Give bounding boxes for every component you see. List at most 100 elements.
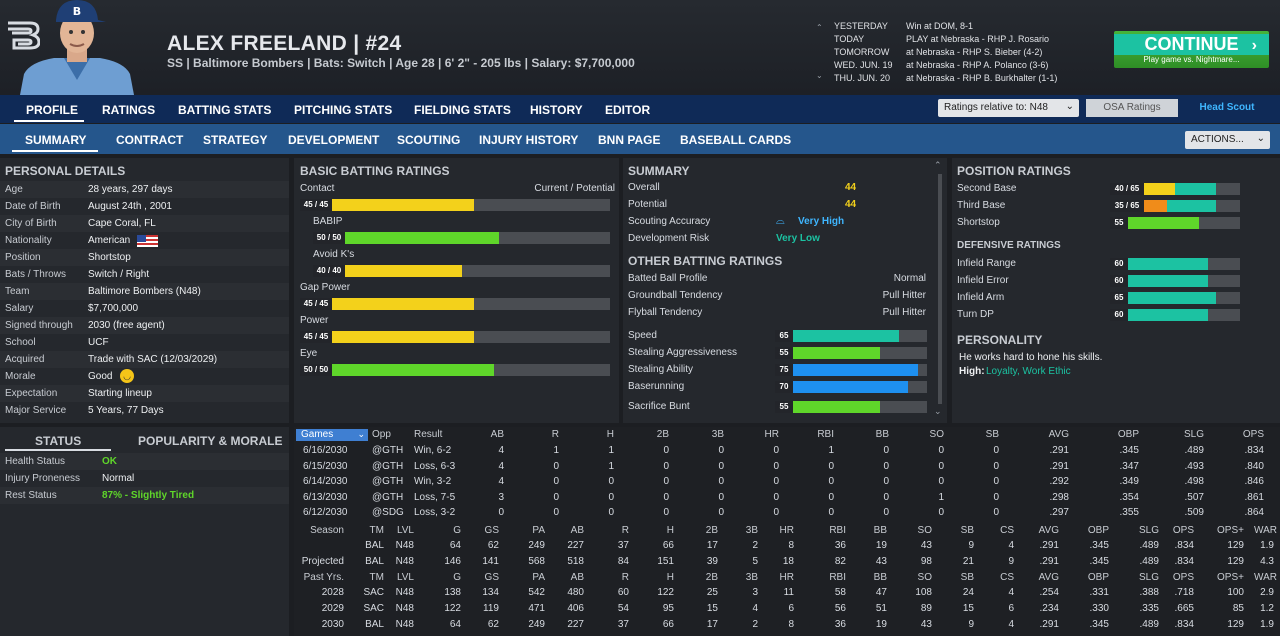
- past-cell: .331: [1089, 587, 1109, 598]
- actions-label: ACTIONS...: [1191, 134, 1244, 145]
- schedule-game: Win at DOM, 8-1: [906, 21, 974, 31]
- tab-status[interactable]: STATUS: [35, 434, 82, 448]
- tab-history[interactable]: HISTORY: [530, 103, 583, 117]
- tab-bnn-page[interactable]: BNN PAGE: [598, 133, 661, 147]
- tab-batting-stats[interactable]: BATTING STATS: [178, 103, 272, 117]
- chevron-down-icon[interactable]: ⌄: [934, 406, 942, 416]
- season-cell: 2: [752, 540, 758, 551]
- osa-ratings-button[interactable]: OSA Ratings: [1086, 99, 1178, 117]
- tab-popularity-morale[interactable]: POPULARITY & MORALE: [138, 434, 283, 448]
- summary-scrollbar[interactable]: [938, 174, 942, 404]
- secondary-nav: SUMMARY CONTRACT STRATEGY DEVELOPMENT SC…: [0, 124, 1280, 154]
- season-cell: 9: [968, 540, 974, 551]
- summary-value: 44: [845, 199, 857, 210]
- tab-development[interactable]: DEVELOPMENT: [288, 133, 380, 147]
- past-cell: 134: [482, 587, 499, 598]
- tab-ratings[interactable]: RATINGS: [102, 103, 156, 117]
- tab-baseball-cards[interactable]: BASEBALL CARDS: [680, 133, 792, 147]
- summary-label: Development Risk: [628, 233, 710, 244]
- rating-fill: [313, 232, 499, 244]
- personality-title: PERSONALITY: [957, 333, 1043, 347]
- tab-pitching-stats[interactable]: PITCHING STATS: [294, 103, 393, 117]
- game-cell: 0: [938, 460, 944, 472]
- past-cell: 60: [617, 587, 629, 598]
- past-header-cell: SO: [917, 572, 932, 583]
- games-select[interactable]: Games ⌄: [296, 429, 368, 441]
- status-row: Injury Proneness Normal: [0, 470, 289, 487]
- tab-editor[interactable]: EDITOR: [605, 103, 651, 117]
- chevron-up-icon[interactable]: ⌃: [934, 160, 942, 170]
- defense-name: Infield Range: [957, 258, 1016, 269]
- game-cell: .834: [1244, 445, 1264, 456]
- game-row: 6/14/2030 @GTH Win, 3-2 4 0 0 0 0 0 0 0 0 0 .292 .349.…: [294, 474, 1280, 490]
- season-cell: 18: [782, 555, 794, 567]
- tab-strategy[interactable]: STRATEGY: [203, 133, 268, 147]
- other-rating-label: Batted Ball Profile: [628, 273, 708, 284]
- past-cell: 47: [875, 587, 887, 598]
- past-cell: .291: [1039, 619, 1059, 630]
- past-cell: 37: [617, 619, 629, 630]
- game-cell: 4: [498, 445, 504, 456]
- past-header-cell: TM: [369, 572, 384, 583]
- summary-value: 44: [845, 182, 857, 193]
- season-cell: BAL: [365, 540, 384, 551]
- tab-summary[interactable]: SUMMARY: [25, 133, 87, 147]
- game-cell: .489: [1184, 445, 1204, 456]
- chevron-down-icon: ⌄: [1065, 101, 1074, 112]
- season-cell: 5: [752, 555, 758, 567]
- game-cell: 0: [663, 445, 669, 456]
- season-cell: 36: [834, 540, 846, 551]
- past-cell: 1.2: [1260, 603, 1274, 614]
- ratings-relative-select[interactable]: Ratings relative to: N48 ⌄: [938, 99, 1079, 117]
- tab-scouting[interactable]: SCOUTING: [397, 133, 461, 147]
- batting-rating-name: BABIP: [313, 216, 343, 227]
- past-header-cell: OBP: [1087, 572, 1109, 583]
- schedule-game: at Nebraska - RHP A. Polanco (3-6): [906, 60, 1049, 70]
- games-header-cell: H: [606, 429, 614, 440]
- game-cell: 1: [938, 491, 944, 503]
- tab-contract[interactable]: CONTRACT: [116, 133, 184, 147]
- defense-value: 60: [1110, 309, 1128, 321]
- past-cell: N48: [395, 603, 414, 614]
- detail-value: Cape Coral, FL: [88, 218, 156, 229]
- game-cell: .498: [1184, 476, 1204, 487]
- past-cell: 85: [1232, 603, 1244, 614]
- games-header-cell: HR: [764, 429, 779, 440]
- season-cell: .489: [1139, 555, 1159, 567]
- continue-button[interactable]: CONTINUE Play game vs. Nightmare... ›: [1114, 31, 1269, 68]
- season-cell: .489: [1139, 540, 1159, 551]
- run-rating-value: 55: [775, 347, 793, 359]
- summary-value: Very Low: [776, 233, 820, 244]
- chevron-up-icon[interactable]: ⌃: [816, 23, 823, 32]
- game-cell: @GTH: [372, 445, 404, 456]
- game-row: 6/15/2030 @GTH Loss, 6-3 4 0 1 0 0 0 0 0 0 0 .291 .347…: [294, 458, 1280, 475]
- season-header-cell: R: [621, 525, 629, 536]
- season-row: Projected BAL N48 146 141 568 518 84 151 39 5 18 82 4…: [294, 553, 1280, 570]
- tab-fielding-stats[interactable]: FIELDING STATS: [414, 103, 511, 117]
- past-cell: .234: [1039, 603, 1059, 614]
- actions-dropdown[interactable]: ACTIONS... ⌄: [1185, 131, 1270, 149]
- rating-bar: 40 / 40: [313, 265, 610, 277]
- game-cell: @GTH: [372, 460, 404, 472]
- past-cell: 249: [528, 619, 545, 630]
- games-header-cell: AB: [490, 429, 504, 440]
- past-row: 2030 BAL N48 64 62 249 227 37 66 17 2 8 36 19 43 9 4 .291…: [294, 617, 1280, 633]
- past-header-cell: OPS+: [1217, 572, 1244, 583]
- season-header-cell: OPS: [1172, 525, 1194, 536]
- past-header-cell: HR: [779, 572, 794, 583]
- past-cell: 4: [1008, 587, 1014, 598]
- season-cell: N48: [395, 555, 414, 567]
- game-cell: 0: [828, 491, 834, 503]
- game-cell: 0: [883, 460, 889, 472]
- tab-profile[interactable]: PROFILE: [26, 103, 79, 117]
- chevron-down-icon[interactable]: ⌄: [816, 71, 823, 80]
- game-cell: 6/13/2030: [303, 491, 348, 503]
- game-cell: 0: [773, 476, 779, 487]
- game-cell: 0: [718, 460, 724, 472]
- tab-injury-history[interactable]: INJURY HISTORY: [479, 133, 579, 147]
- season-cell: 82: [834, 555, 846, 567]
- head-scout-button[interactable]: Head Scout: [1184, 99, 1270, 117]
- game-cell: 0: [828, 476, 834, 487]
- games-header-cell: SB: [985, 429, 999, 440]
- defense-name: Infield Arm: [957, 292, 1005, 303]
